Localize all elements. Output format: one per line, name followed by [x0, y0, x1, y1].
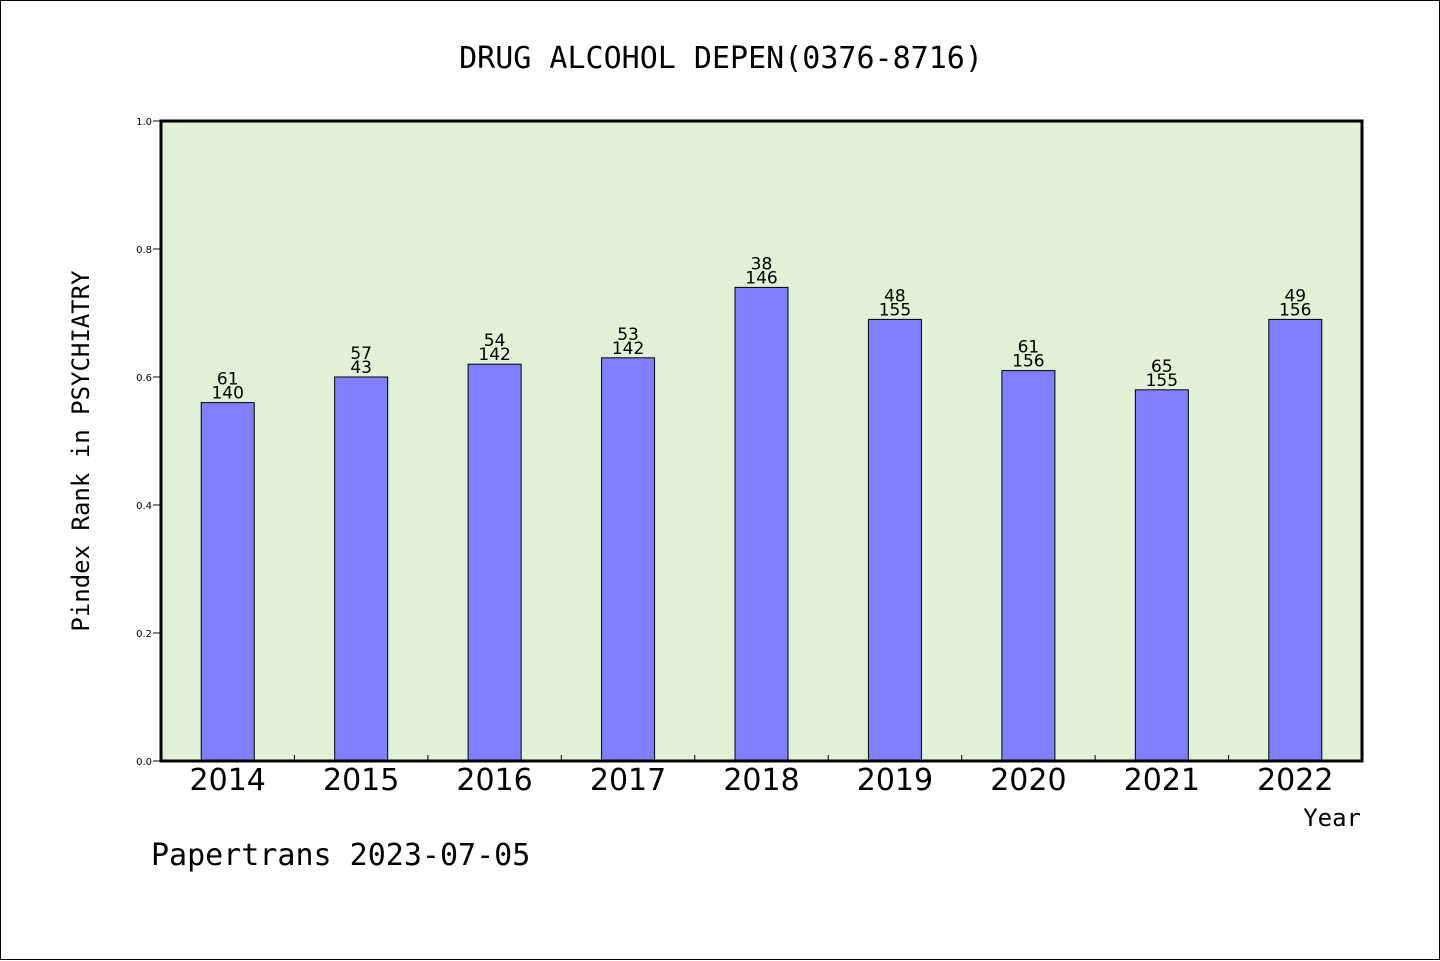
chart-title: DRUG ALCOHOL DEPEN(0376-8716) — [459, 41, 983, 76]
y-tick-label: 0.6 — [136, 373, 152, 384]
bar-rank-label: 53 — [617, 325, 639, 345]
bar-total-label: 156 — [1279, 300, 1311, 320]
bar-total-label: 155 — [1146, 371, 1178, 391]
y-tick-label: 0.8 — [136, 245, 152, 256]
bar-rank-label: 57 — [350, 344, 372, 364]
x-tick-label: 2019 — [857, 763, 933, 798]
x-tick-label: 2015 — [323, 763, 399, 798]
x-tick-label: 2014 — [190, 763, 266, 798]
bar-2018 — [734, 286, 789, 762]
x-tick-label: 2017 — [590, 763, 666, 798]
bar-total-label: 156 — [1012, 352, 1044, 372]
x-tick-label: 2022 — [1257, 763, 1333, 798]
bar-rank-label: 65 — [1151, 357, 1173, 377]
x-tick-label: 2018 — [723, 763, 799, 798]
bar-2022 — [1268, 318, 1323, 762]
plot-border — [159, 119, 1364, 763]
bar-rank-label: 38 — [751, 254, 773, 274]
y-axis-label: Pindex Rank in PSYCHIATRY — [67, 270, 95, 632]
x-tick-label: 2021 — [1124, 763, 1200, 798]
bar-2019 — [867, 318, 922, 762]
bar-rank-label: 49 — [1284, 286, 1306, 306]
y-axis-ticks: 0.0 0.2 0.4 0.6 0.8 1.0 — [136, 117, 161, 768]
footer-credit: Papertrans 2023-07-05 — [151, 838, 530, 873]
bar-total-label: 43 — [350, 358, 372, 378]
y-tick-label: 1.0 — [136, 117, 152, 128]
y-tick-label: 0.4 — [136, 501, 152, 512]
x-tick-label: 2020 — [990, 763, 1066, 798]
bar-2020 — [1001, 370, 1056, 762]
bar-total-label: 146 — [745, 268, 777, 288]
y-tick-label: 0.0 — [136, 757, 152, 768]
bar-rank-label: 48 — [884, 286, 906, 306]
bar-total-label: 142 — [612, 339, 644, 359]
bar-rank-label: 54 — [484, 331, 506, 351]
bar-2021 — [1134, 389, 1189, 762]
x-axis-label: Year — [1303, 804, 1361, 832]
bar-2014 — [200, 402, 255, 762]
y-tick-label: 0.2 — [136, 629, 152, 640]
bars — [200, 286, 1323, 762]
bar-2016 — [467, 363, 522, 762]
bar-total-label: 140 — [211, 384, 243, 404]
bar-2017 — [601, 357, 656, 762]
bar-rank-label: 61 — [217, 370, 239, 390]
bar-total-label: 142 — [478, 345, 510, 365]
x-tick-label: 2016 — [456, 763, 532, 798]
bar-rank-label: 61 — [1018, 338, 1040, 358]
x-axis-ticks: 2014 2015 2016 2017 2018 2019 2020 2021 2022 — [190, 755, 1333, 798]
bar-2015 — [334, 376, 389, 762]
bar-total-label: 155 — [879, 300, 911, 320]
